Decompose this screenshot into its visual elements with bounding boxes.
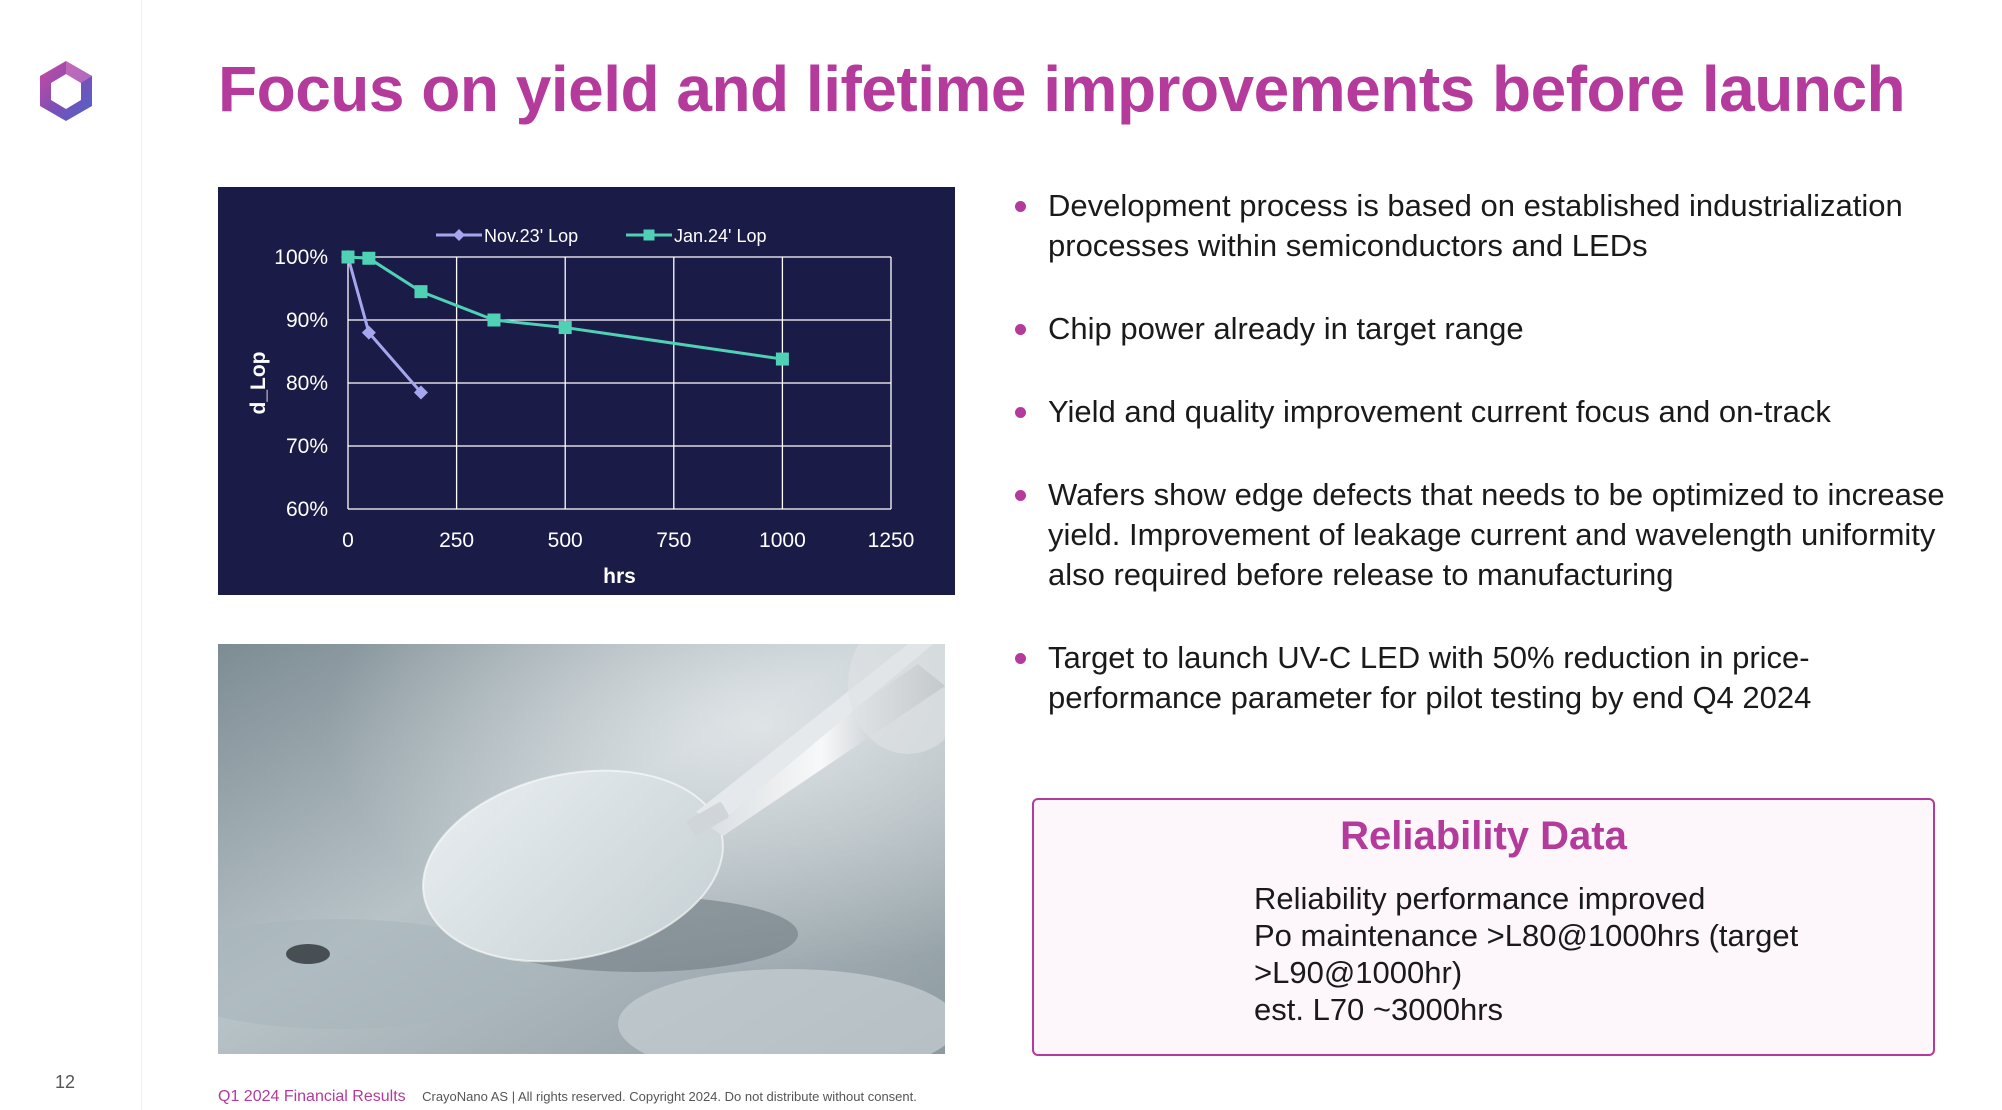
slide-title: Focus on yield and lifetime improvements… (218, 53, 1906, 125)
bullet-dot-icon (1015, 490, 1026, 501)
data-point-diamond (361, 325, 376, 340)
data-point-diamond (413, 385, 428, 400)
bullet-text: Development process is based on establis… (1048, 188, 1903, 263)
bullet-dot-icon (1015, 324, 1026, 335)
reliability-line-chart: 60% 70% 80% 90% 100% 0 250 500 750 1000 1250 hrs d_L… (218, 187, 955, 595)
footer: Q1 2024 Financial Results CrayoNano AS |… (218, 1088, 917, 1106)
data-point-square (414, 285, 428, 299)
key-points-list: Development process is based on establis… (1010, 186, 1970, 718)
bullet-item: Chip power already in target range (1010, 309, 1970, 349)
reliability-data-box: Reliability Data Reliability performance… (1032, 798, 1935, 1056)
x-tick-label: 0 (342, 529, 354, 552)
data-point-square (341, 250, 355, 264)
y-tick-label: 70% (286, 435, 328, 458)
data-point-square (558, 321, 572, 335)
bullet-item: Yield and quality improvement current fo… (1010, 392, 1970, 432)
legend-marker-square (643, 229, 655, 241)
y-axis-label: d_Lop (247, 352, 270, 415)
wafer-photo-image (218, 644, 945, 1054)
page-number: 12 (55, 1072, 76, 1092)
bullet-item: Target to launch UV-C LED with 50% reduc… (1010, 638, 1970, 718)
y-tick-label: 60% (286, 498, 328, 521)
bullet-text: Yield and quality improvement current fo… (1048, 394, 1831, 429)
data-point-square (775, 352, 789, 366)
wafer-tweezers-photo (218, 644, 945, 1054)
company-logo-icon (40, 61, 92, 121)
chart-svg: 60% 70% 80% 90% 100% 0 250 500 750 1000 1250 hrs d_L… (247, 226, 915, 588)
y-tick-label: 100% (274, 246, 328, 269)
bullet-text: Target to launch UV-C LED with 50% reduc… (1048, 640, 1812, 715)
bullet-text: Wafers show edge defects that needs to b… (1048, 477, 1945, 592)
x-tick-label: 1250 (868, 529, 915, 552)
reliability-title: Reliability Data (1340, 814, 1627, 858)
footer-report-name: Q1 2024 Financial Results (218, 1088, 406, 1105)
reliability-line: >L90@1000hr) (1254, 955, 1463, 990)
legend-label: Nov.23' Lop (484, 226, 578, 246)
x-tick-label: 250 (439, 529, 474, 552)
reliability-details: Reliability performance improved Po main… (1254, 880, 1814, 1028)
series-line-nov (346, 256, 423, 394)
bullet-dot-icon (1015, 407, 1026, 418)
legend-label: Jan.24' Lop (674, 226, 767, 246)
reliability-line: est. L70 ~3000hrs (1254, 992, 1504, 1027)
reliability-line: Po maintenance >L80@1000hrs (target (1254, 918, 1799, 953)
x-axis-label: hrs (603, 565, 636, 588)
data-point-square (362, 251, 376, 265)
x-tick-label: 750 (656, 529, 691, 552)
footer-copyright: CrayoNano AS | All rights reserved. Copy… (422, 1089, 917, 1104)
y-tick-label: 80% (286, 372, 328, 395)
reliability-line: Reliability performance improved (1254, 881, 1706, 916)
bullet-dot-icon (1015, 653, 1026, 664)
bullet-item: Development process is based on establis… (1010, 186, 1970, 266)
legend-marker-diamond (453, 229, 465, 241)
bullet-dot-icon (1015, 201, 1026, 212)
bullet-item: Wafers show edge defects that needs to b… (1010, 475, 1970, 595)
x-tick-label: 1000 (759, 529, 806, 552)
data-point-square (487, 313, 501, 327)
bullet-text: Chip power already in target range (1048, 311, 1524, 346)
y-tick-label: 90% (286, 309, 328, 332)
sidebar: 12 (0, 0, 142, 1110)
x-tick-label: 500 (548, 529, 583, 552)
